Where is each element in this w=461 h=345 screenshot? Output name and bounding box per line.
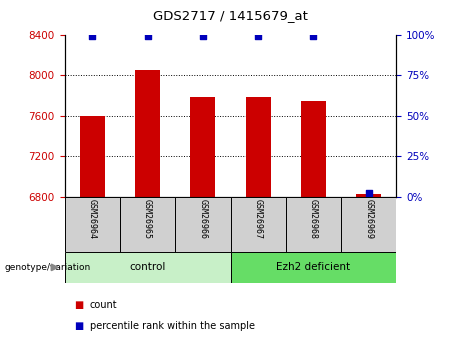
Bar xyxy=(120,197,175,252)
Text: Ezh2 deficient: Ezh2 deficient xyxy=(277,263,350,272)
Bar xyxy=(230,197,286,252)
Text: GSM26966: GSM26966 xyxy=(198,199,207,239)
Bar xyxy=(286,197,341,252)
Bar xyxy=(65,252,230,283)
Text: count: count xyxy=(90,300,118,310)
Bar xyxy=(230,252,396,283)
Bar xyxy=(190,97,215,197)
Point xyxy=(365,191,372,196)
Text: ■: ■ xyxy=(74,300,83,310)
Point xyxy=(89,33,96,39)
Text: ■: ■ xyxy=(74,321,83,331)
Bar xyxy=(135,70,160,197)
Text: GSM26967: GSM26967 xyxy=(254,199,263,239)
Point xyxy=(254,33,262,39)
Text: GSM26968: GSM26968 xyxy=(309,199,318,239)
Point xyxy=(199,33,207,39)
Bar xyxy=(246,97,271,197)
Bar xyxy=(65,197,120,252)
Text: genotype/variation: genotype/variation xyxy=(5,263,91,272)
Text: control: control xyxy=(130,263,165,272)
Bar xyxy=(341,197,396,252)
Text: GSM26964: GSM26964 xyxy=(88,199,97,239)
Text: GDS2717 / 1415679_at: GDS2717 / 1415679_at xyxy=(153,9,308,22)
Text: GSM26969: GSM26969 xyxy=(364,199,373,239)
Bar xyxy=(80,116,105,197)
Bar xyxy=(175,197,230,252)
Bar xyxy=(356,194,381,197)
Text: GSM26965: GSM26965 xyxy=(143,199,152,239)
Text: percentile rank within the sample: percentile rank within the sample xyxy=(90,321,255,331)
Point xyxy=(310,33,317,39)
Bar xyxy=(301,101,326,197)
Point xyxy=(144,33,151,39)
